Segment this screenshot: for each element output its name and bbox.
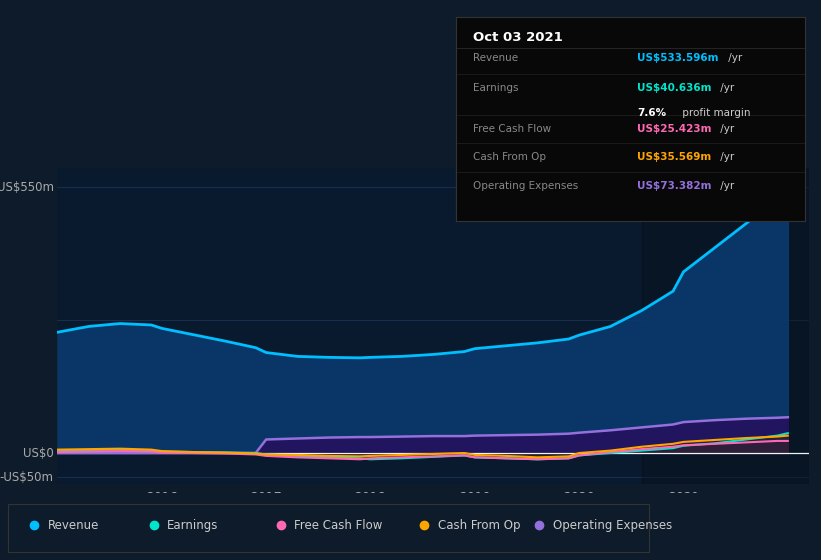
- Text: Operating Expenses: Operating Expenses: [473, 181, 578, 192]
- Text: Earnings: Earnings: [473, 83, 519, 94]
- Text: US$73.382m: US$73.382m: [637, 181, 712, 192]
- Text: /yr: /yr: [725, 53, 742, 63]
- Text: US$0: US$0: [23, 446, 53, 460]
- Text: US$533.596m: US$533.596m: [637, 53, 718, 63]
- Text: /yr: /yr: [718, 124, 735, 134]
- Text: 7.6%: 7.6%: [637, 108, 666, 118]
- Text: US$35.569m: US$35.569m: [637, 152, 711, 162]
- Text: US$40.636m: US$40.636m: [637, 83, 712, 94]
- Text: /yr: /yr: [718, 181, 735, 192]
- Text: Free Cash Flow: Free Cash Flow: [294, 519, 383, 531]
- Text: Cash From Op: Cash From Op: [473, 152, 546, 162]
- Bar: [642, 168, 809, 484]
- Text: US$25.423m: US$25.423m: [637, 124, 712, 134]
- Text: /yr: /yr: [718, 83, 735, 94]
- Text: Oct 03 2021: Oct 03 2021: [473, 31, 563, 44]
- Text: Cash From Op: Cash From Op: [438, 519, 520, 531]
- Text: -US$50m: -US$50m: [0, 470, 53, 484]
- Text: profit margin: profit margin: [679, 108, 750, 118]
- Text: Free Cash Flow: Free Cash Flow: [473, 124, 551, 134]
- Text: Earnings: Earnings: [167, 519, 218, 531]
- Text: Revenue: Revenue: [473, 53, 518, 63]
- Text: /yr: /yr: [718, 152, 735, 162]
- Text: US$550m: US$550m: [0, 181, 53, 194]
- Text: Operating Expenses: Operating Expenses: [553, 519, 672, 531]
- Text: Revenue: Revenue: [48, 519, 99, 531]
